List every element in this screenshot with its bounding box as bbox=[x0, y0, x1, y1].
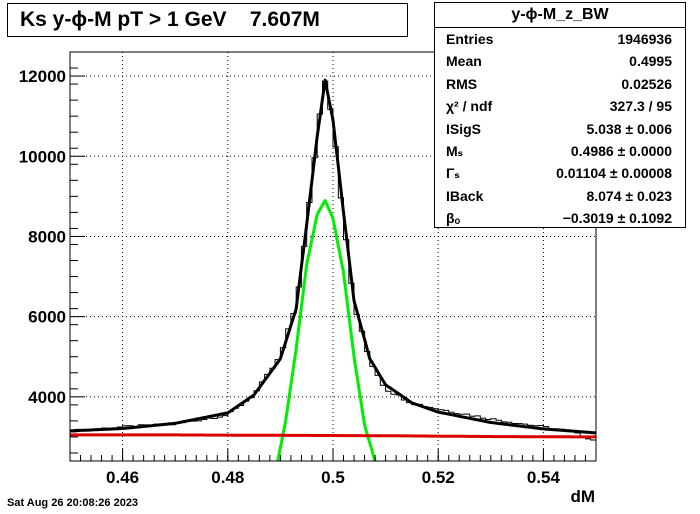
stat-value: −0.3019 ± 0.1092 bbox=[562, 210, 672, 227]
axis-ticks: 0.46 0.48 0.5 0.52 0.54 4000 6000 8000 10000 1200… bbox=[19, 51, 597, 487]
stat-label: IBack bbox=[446, 187, 484, 204]
stat-label: ISigS bbox=[446, 120, 482, 137]
stat-value: 0.4986 ± 0.0000 bbox=[570, 142, 672, 159]
stat-label: χ² / ndf bbox=[446, 98, 493, 115]
stat-row-rms: RMS 0.02526 bbox=[435, 73, 685, 95]
stat-label: Entries bbox=[446, 31, 494, 47]
stat-row-entries: Entries 1946936 bbox=[435, 28, 685, 50]
chart-title: Ks y-ϕ-M pT > 1 GeV 7.607M bbox=[7, 3, 408, 37]
stat-value: 1946936 bbox=[617, 31, 672, 47]
stat-row-ms: Mₛ 0.4986 ± 0.0000 bbox=[435, 140, 685, 162]
stat-label: βₒ bbox=[446, 210, 461, 227]
total-fit-curve bbox=[70, 78, 596, 435]
stat-label: Mₛ bbox=[446, 142, 463, 159]
x-axis-title: dM bbox=[570, 487, 595, 506]
x-tick-label: 0.5 bbox=[321, 468, 345, 487]
stats-header: y-ϕ-M_z_BW bbox=[435, 3, 685, 28]
y-tick-label: 12000 bbox=[19, 67, 66, 86]
y-tick-label: 4000 bbox=[28, 388, 66, 407]
stat-value: 0.02526 bbox=[621, 75, 672, 92]
stat-row-mean: Mean 0.4995 bbox=[435, 50, 685, 72]
footer-timestamp: Sat Aug 26 20:08:26 2023 bbox=[7, 497, 139, 509]
x-tick-label: 0.54 bbox=[527, 468, 561, 487]
series-group bbox=[70, 78, 596, 461]
stat-label: Γₛ bbox=[446, 165, 460, 182]
x-tick-label: 0.52 bbox=[422, 468, 455, 487]
stats-rows: Entries 1946936 Mean 0.4995 RMS 0.02526 χ² … bbox=[435, 28, 685, 230]
stat-value: 0.4995 bbox=[629, 53, 672, 70]
y-tick-label: 10000 bbox=[19, 147, 66, 166]
stat-label: Mean bbox=[446, 53, 482, 70]
stat-row-isigs: ISigS 5.038 ± 0.006 bbox=[435, 118, 685, 140]
x-tick-label: 0.46 bbox=[106, 468, 139, 487]
x-tick-label: 0.48 bbox=[211, 468, 244, 487]
stat-value: 0.01104 ± 0.00008 bbox=[556, 165, 672, 182]
stat-row-iback: IBack 8.074 ± 0.023 bbox=[435, 185, 685, 207]
stat-row-gamma: Γₛ 0.01104 ± 0.00008 bbox=[435, 162, 685, 184]
stat-value: 8.074 ± 0.023 bbox=[586, 187, 672, 204]
stat-row-chi2: χ² / ndf 327.3 / 95 bbox=[435, 95, 685, 117]
stat-label: RMS bbox=[446, 75, 478, 92]
stat-value: 5.038 ± 0.006 bbox=[586, 120, 672, 137]
signal-fit-curve bbox=[276, 199, 377, 461]
stat-row-beta: βₒ −0.3019 ± 0.1092 bbox=[435, 207, 685, 229]
y-tick-label: 8000 bbox=[28, 227, 66, 246]
stats-box: y-ϕ-M_z_BW Entries 1946936 Mean 0.4995 RMS… bbox=[434, 2, 686, 228]
stat-value: 327.3 / 95 bbox=[609, 98, 672, 115]
y-tick-label: 6000 bbox=[28, 308, 66, 327]
background-fit-curve bbox=[70, 433, 596, 439]
series-layer bbox=[70, 78, 596, 461]
